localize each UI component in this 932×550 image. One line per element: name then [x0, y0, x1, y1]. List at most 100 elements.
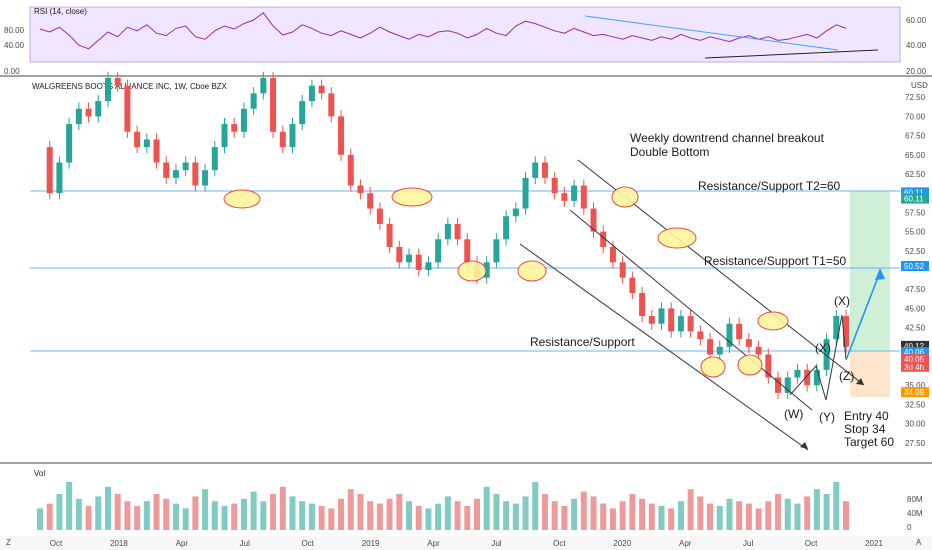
candle-body: [338, 116, 345, 155]
volume-bar: [590, 496, 597, 530]
price-y-tick: 47.50: [905, 285, 926, 294]
price-y-tick: 72.50: [905, 93, 926, 102]
time-axis-ticks: Oct 2018 Apr Jul Oct 2019 Apr Jul Oct 2020 Apr Jul O…: [50, 539, 884, 548]
volume-bar: [328, 508, 335, 530]
candle-body: [794, 369, 801, 378]
candle-body: [765, 354, 772, 378]
candle-body: [221, 124, 228, 148]
target-zone-box[interactable]: [850, 191, 890, 351]
price-pane[interactable]: WALGREENS BOOTS ALLIANCE INC, 1W, Cboe B…: [30, 71, 929, 451]
time-axis[interactable]: [0, 536, 932, 550]
support-marker-5[interactable]: [700, 356, 726, 378]
candle-body: [639, 293, 646, 317]
x-tick: Oct: [50, 539, 63, 548]
price-tag-text: 60.11: [904, 188, 924, 197]
candle-body: [386, 223, 393, 247]
support-marker-2[interactable]: [391, 187, 433, 207]
candle-body: [425, 262, 432, 270]
price-y-tick: 52.50: [905, 247, 926, 256]
volume-bar: [668, 508, 675, 530]
volume-bar: [231, 503, 238, 530]
projection-arrowhead: [875, 268, 885, 280]
rsi-tick-left-1: 80.00: [4, 26, 25, 35]
wave-x1-label: (X): [815, 341, 831, 355]
resistance-marker-3[interactable]: [757, 311, 789, 331]
candle-body: [784, 377, 791, 393]
zoom-icon[interactable]: Z: [6, 538, 11, 547]
rsi-trendline-up[interactable]: [704, 49, 879, 59]
volume-bar: [619, 501, 626, 530]
channel-lower-arrowhead: [800, 442, 808, 449]
support-marker-4[interactable]: [517, 260, 547, 282]
channel-upper-arrowhead: [856, 378, 864, 385]
x-tick: 2021: [865, 539, 883, 548]
stop-zone-box[interactable]: [850, 351, 890, 397]
volume-bar: [522, 496, 529, 530]
channel-middle-line[interactable]: [569, 209, 813, 411]
candle-body: [240, 108, 247, 132]
volume-bar: [435, 503, 442, 530]
candle-body: [736, 323, 743, 340]
x-tick: Jul: [491, 539, 501, 548]
volume-bar: [648, 503, 655, 530]
resistance-marker-2[interactable]: [657, 227, 697, 249]
rsi-pane[interactable]: RSI (14, close) 80.00 40.00 0.00 60.00 4…: [4, 6, 927, 76]
price-y-tick: 35.00: [905, 381, 926, 390]
volume-bar: [95, 496, 102, 530]
candle-body: [163, 162, 170, 178]
candle-body: [561, 193, 568, 201]
candle-body: [551, 177, 558, 194]
candle-body: [153, 139, 160, 163]
stop-label: Stop 34: [844, 422, 886, 436]
volume-pane[interactable]: Vol 80M 40M 0: [34, 469, 923, 532]
annotation-t1: Resistance/Support T1=50: [704, 254, 847, 268]
volume-bar: [124, 501, 131, 530]
candles-group: [46, 71, 849, 400]
candle-body: [318, 85, 325, 94]
support-marker-1[interactable]: [223, 189, 261, 209]
rsi-trendline-down[interactable]: [584, 15, 839, 51]
volume-bar: [726, 498, 733, 530]
candle-body: [522, 177, 529, 209]
candle-body: [347, 154, 354, 186]
resistance-marker-1[interactable]: [611, 186, 639, 208]
volume-bar: [318, 506, 325, 530]
candle-body: [182, 162, 189, 171]
rsi-series-line: [39, 12, 847, 50]
candle-body: [143, 139, 150, 148]
rsi-label: RSI (14, close): [34, 7, 87, 16]
projection-arrow[interactable]: [845, 271, 881, 361]
candle-body: [46, 147, 53, 194]
volume-bar: [260, 501, 267, 530]
candle-body: [124, 85, 131, 132]
volume-bar: [211, 501, 218, 530]
x-tick: 2020: [613, 539, 631, 548]
volume-bar: [221, 506, 228, 530]
volume-bar: [415, 506, 422, 530]
candle-body: [677, 316, 684, 332]
price-tag-text: 3d 4h: [904, 363, 924, 372]
support-marker-3[interactable]: [457, 260, 487, 282]
price-tag-box: [901, 340, 929, 351]
x-tick: Apr: [176, 539, 189, 548]
candle-body: [202, 170, 209, 186]
price-tag-box: [901, 361, 929, 372]
volume-bar: [775, 494, 782, 530]
candle-body: [260, 78, 267, 94]
volume-bar: [425, 508, 432, 530]
price-tag-text: 40.05: [904, 355, 925, 364]
channel-lower-line[interactable]: [519, 243, 809, 451]
auto-scale-icon[interactable]: A: [916, 538, 922, 547]
price-tag-text: 34.09: [904, 388, 925, 397]
candle-body: [444, 223, 451, 240]
wave-x2-label: (X): [834, 294, 850, 308]
volume-bar: [813, 489, 820, 530]
support-marker-6[interactable]: [737, 354, 763, 376]
volume-bar: [56, 494, 63, 530]
candle-body: [75, 108, 82, 125]
x-tick: Apr: [679, 539, 692, 548]
target-label: Target 60: [844, 435, 894, 449]
vol-tick-3: 0: [907, 523, 912, 532]
volume-bar: [464, 506, 471, 530]
